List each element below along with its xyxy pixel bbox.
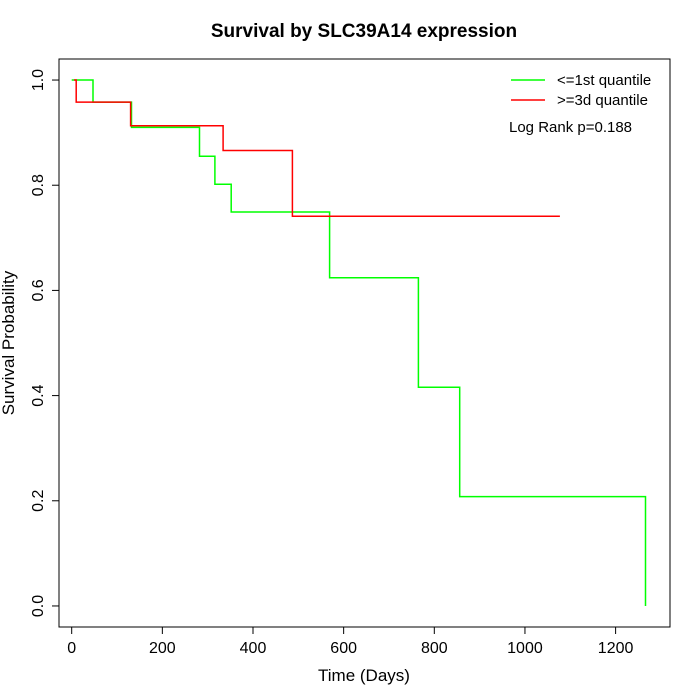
x-tick-label: 400 <box>240 640 267 657</box>
y-axis-label: Survival Probability <box>0 270 18 415</box>
log-rank-annotation: Log Rank p=0.188 <box>509 119 632 136</box>
y-axis: 0.0 0.2 0.4 0.6 0.8 1.0 <box>30 69 60 617</box>
series-line-1 <box>71 79 647 606</box>
y-tick-label: 0.8 <box>30 174 47 196</box>
legend-label: <=1st quantile <box>557 72 651 89</box>
plot-frame <box>58 58 671 628</box>
x-tick-label: 200 <box>149 640 176 657</box>
chart-title: Survival by SLC39A14 expression <box>211 21 517 42</box>
y-tick-label: 0.6 <box>30 279 47 301</box>
x-tick-label: 800 <box>421 640 448 657</box>
y-tick-label: 0.4 <box>30 384 47 406</box>
series-line-2 <box>74 79 560 218</box>
x-tick-label: 1000 <box>507 640 543 657</box>
legend-label: >=3d quantile <box>557 92 648 109</box>
legend: <=1st quantile >=3d quantile <box>511 72 651 109</box>
x-tick-label: 600 <box>330 640 357 657</box>
x-axis: 0 200 400 600 800 1000 1200 <box>67 626 634 657</box>
y-tick-label: 0.0 <box>30 595 47 617</box>
series-layer <box>71 79 647 606</box>
y-tick-label: 1.0 <box>30 69 47 91</box>
y-tick-label: 0.2 <box>30 490 47 512</box>
x-tick-label: 1200 <box>598 640 634 657</box>
x-tick-label: 0 <box>67 640 76 657</box>
x-axis-label: Time (Days) <box>318 666 410 685</box>
